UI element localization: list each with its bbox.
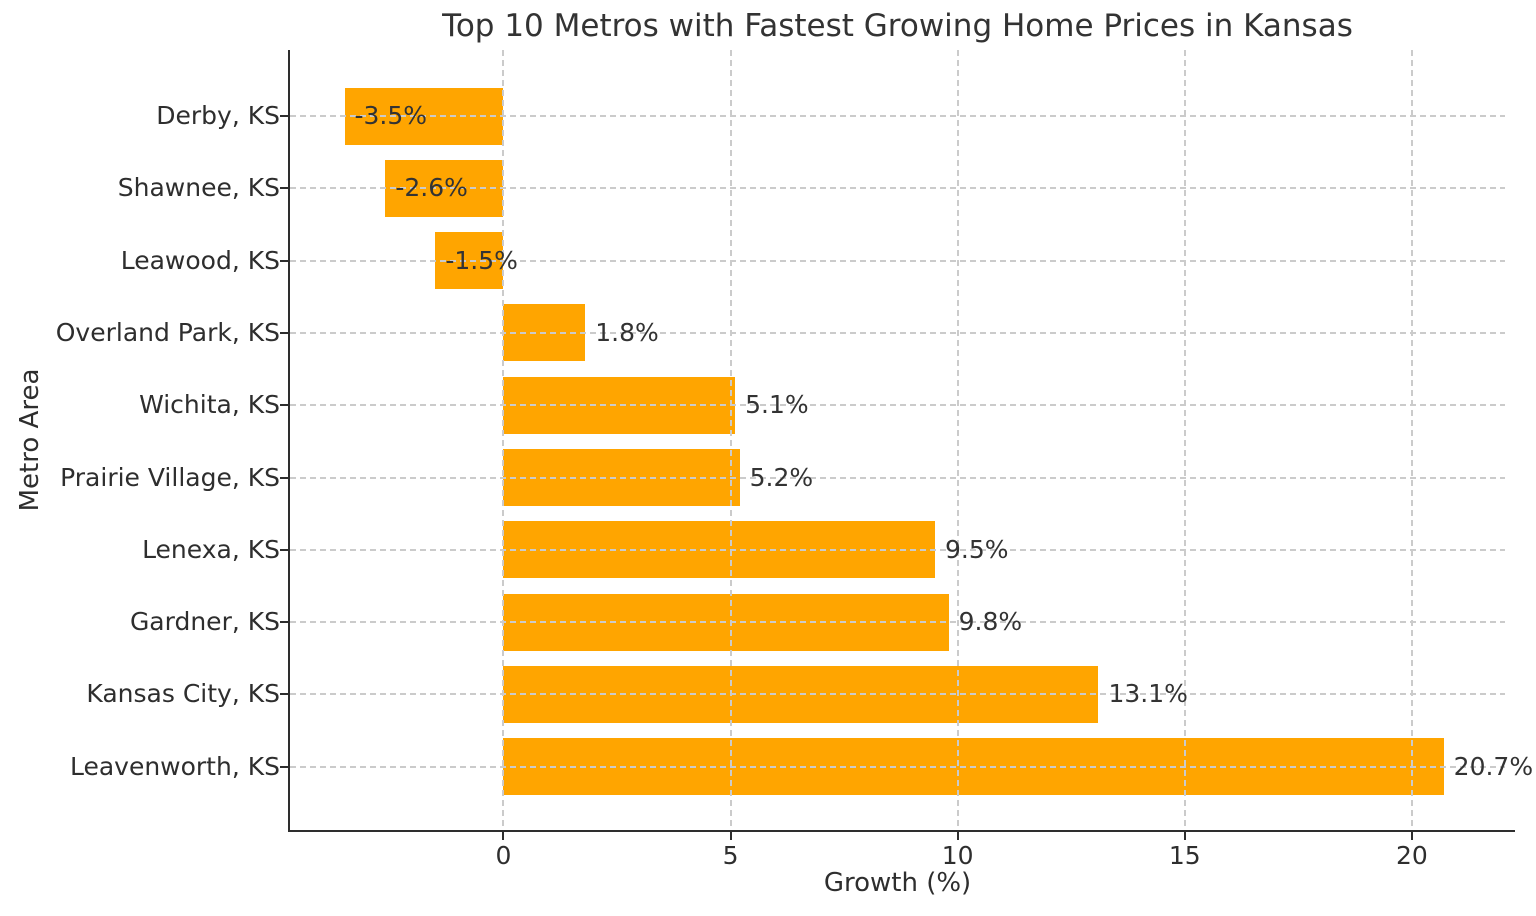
bar-value-label: -2.6% xyxy=(395,173,468,203)
bar-value-label: 1.8% xyxy=(595,317,659,347)
y-gridline xyxy=(290,693,1505,696)
y-tick-mark xyxy=(280,115,288,117)
x-gridline xyxy=(1410,50,1413,830)
x-tick-mark xyxy=(502,832,505,840)
x-tick-label: 5 xyxy=(722,841,739,870)
y-gridline xyxy=(290,187,1505,190)
x-axis-spine xyxy=(288,830,1515,832)
x-axis-title: Growth (%) xyxy=(823,868,972,898)
y-tick-mark xyxy=(280,476,288,479)
y-tick-mark xyxy=(280,331,288,334)
y-gridline xyxy=(290,548,1505,551)
x-tick-mark xyxy=(956,832,959,840)
y-tick-label: Overland Park, KS xyxy=(55,317,280,347)
y-tick-label: Prairie Village, KS xyxy=(60,462,280,492)
x-gridline xyxy=(1183,50,1186,830)
bar-value-label: 5.2% xyxy=(749,462,814,492)
y-gridline xyxy=(290,259,1505,262)
y-gridline xyxy=(290,115,1505,117)
y-tick-label: Kansas City, KS xyxy=(86,679,280,709)
y-tick-label: Gardner, KS xyxy=(129,607,280,637)
x-tick-mark xyxy=(1183,832,1186,840)
y-tick-mark xyxy=(280,621,288,624)
bar-value-label: 5.1% xyxy=(745,390,809,420)
y-gridline xyxy=(290,476,1505,479)
x-tick-mark xyxy=(729,832,732,840)
y-tick-mark xyxy=(280,693,288,696)
bar-value-label: -1.5% xyxy=(445,245,518,275)
bar-value-label: 20.7% xyxy=(1453,751,1534,781)
y-tick-mark xyxy=(280,259,288,262)
y-tick-label: Lenexa, KS xyxy=(142,534,280,564)
x-tick-label: 20 xyxy=(1395,841,1428,870)
x-gridline xyxy=(729,50,732,830)
x-tick-label: 15 xyxy=(1168,841,1201,870)
bar-value-label: 13.1% xyxy=(1108,679,1188,709)
y-tick-label: Wichita, KS xyxy=(139,390,280,420)
y-tick-label: Derby, KS xyxy=(156,101,280,130)
y-tick-mark xyxy=(280,765,288,768)
y-tick-mark xyxy=(280,548,288,551)
chart-title: Top 10 Metros with Fastest Growing Home … xyxy=(442,8,1353,44)
y-tick-mark xyxy=(280,187,288,190)
y-gridline xyxy=(290,621,1505,624)
x-gridline xyxy=(502,50,505,830)
x-tick-mark xyxy=(1410,832,1413,840)
y-gridline xyxy=(290,765,1505,768)
bar-value-label: -3.5% xyxy=(354,101,428,130)
y-tick-label: Leavenworth, KS xyxy=(69,751,280,781)
x-tick-label: 0 xyxy=(495,841,512,870)
y-gridline xyxy=(290,331,1505,334)
plot-area: -3.5% -2.6% -1.5% 1.8% 5.1% 5.2% 9.5% 9.8% 13.1%… xyxy=(280,50,1533,840)
y-tick-label: Leawood, KS xyxy=(120,245,280,275)
y-tick-label: Shawnee, KS xyxy=(117,173,280,203)
bar-value-label: 9.5% xyxy=(944,534,1009,564)
y-tick-mark xyxy=(280,404,288,407)
bar-value-label: 9.8% xyxy=(958,607,1023,637)
y-gridline xyxy=(290,404,1505,407)
y-axis-spine xyxy=(288,50,290,832)
x-gridline xyxy=(956,50,959,830)
x-tick-label: 10 xyxy=(941,841,974,870)
